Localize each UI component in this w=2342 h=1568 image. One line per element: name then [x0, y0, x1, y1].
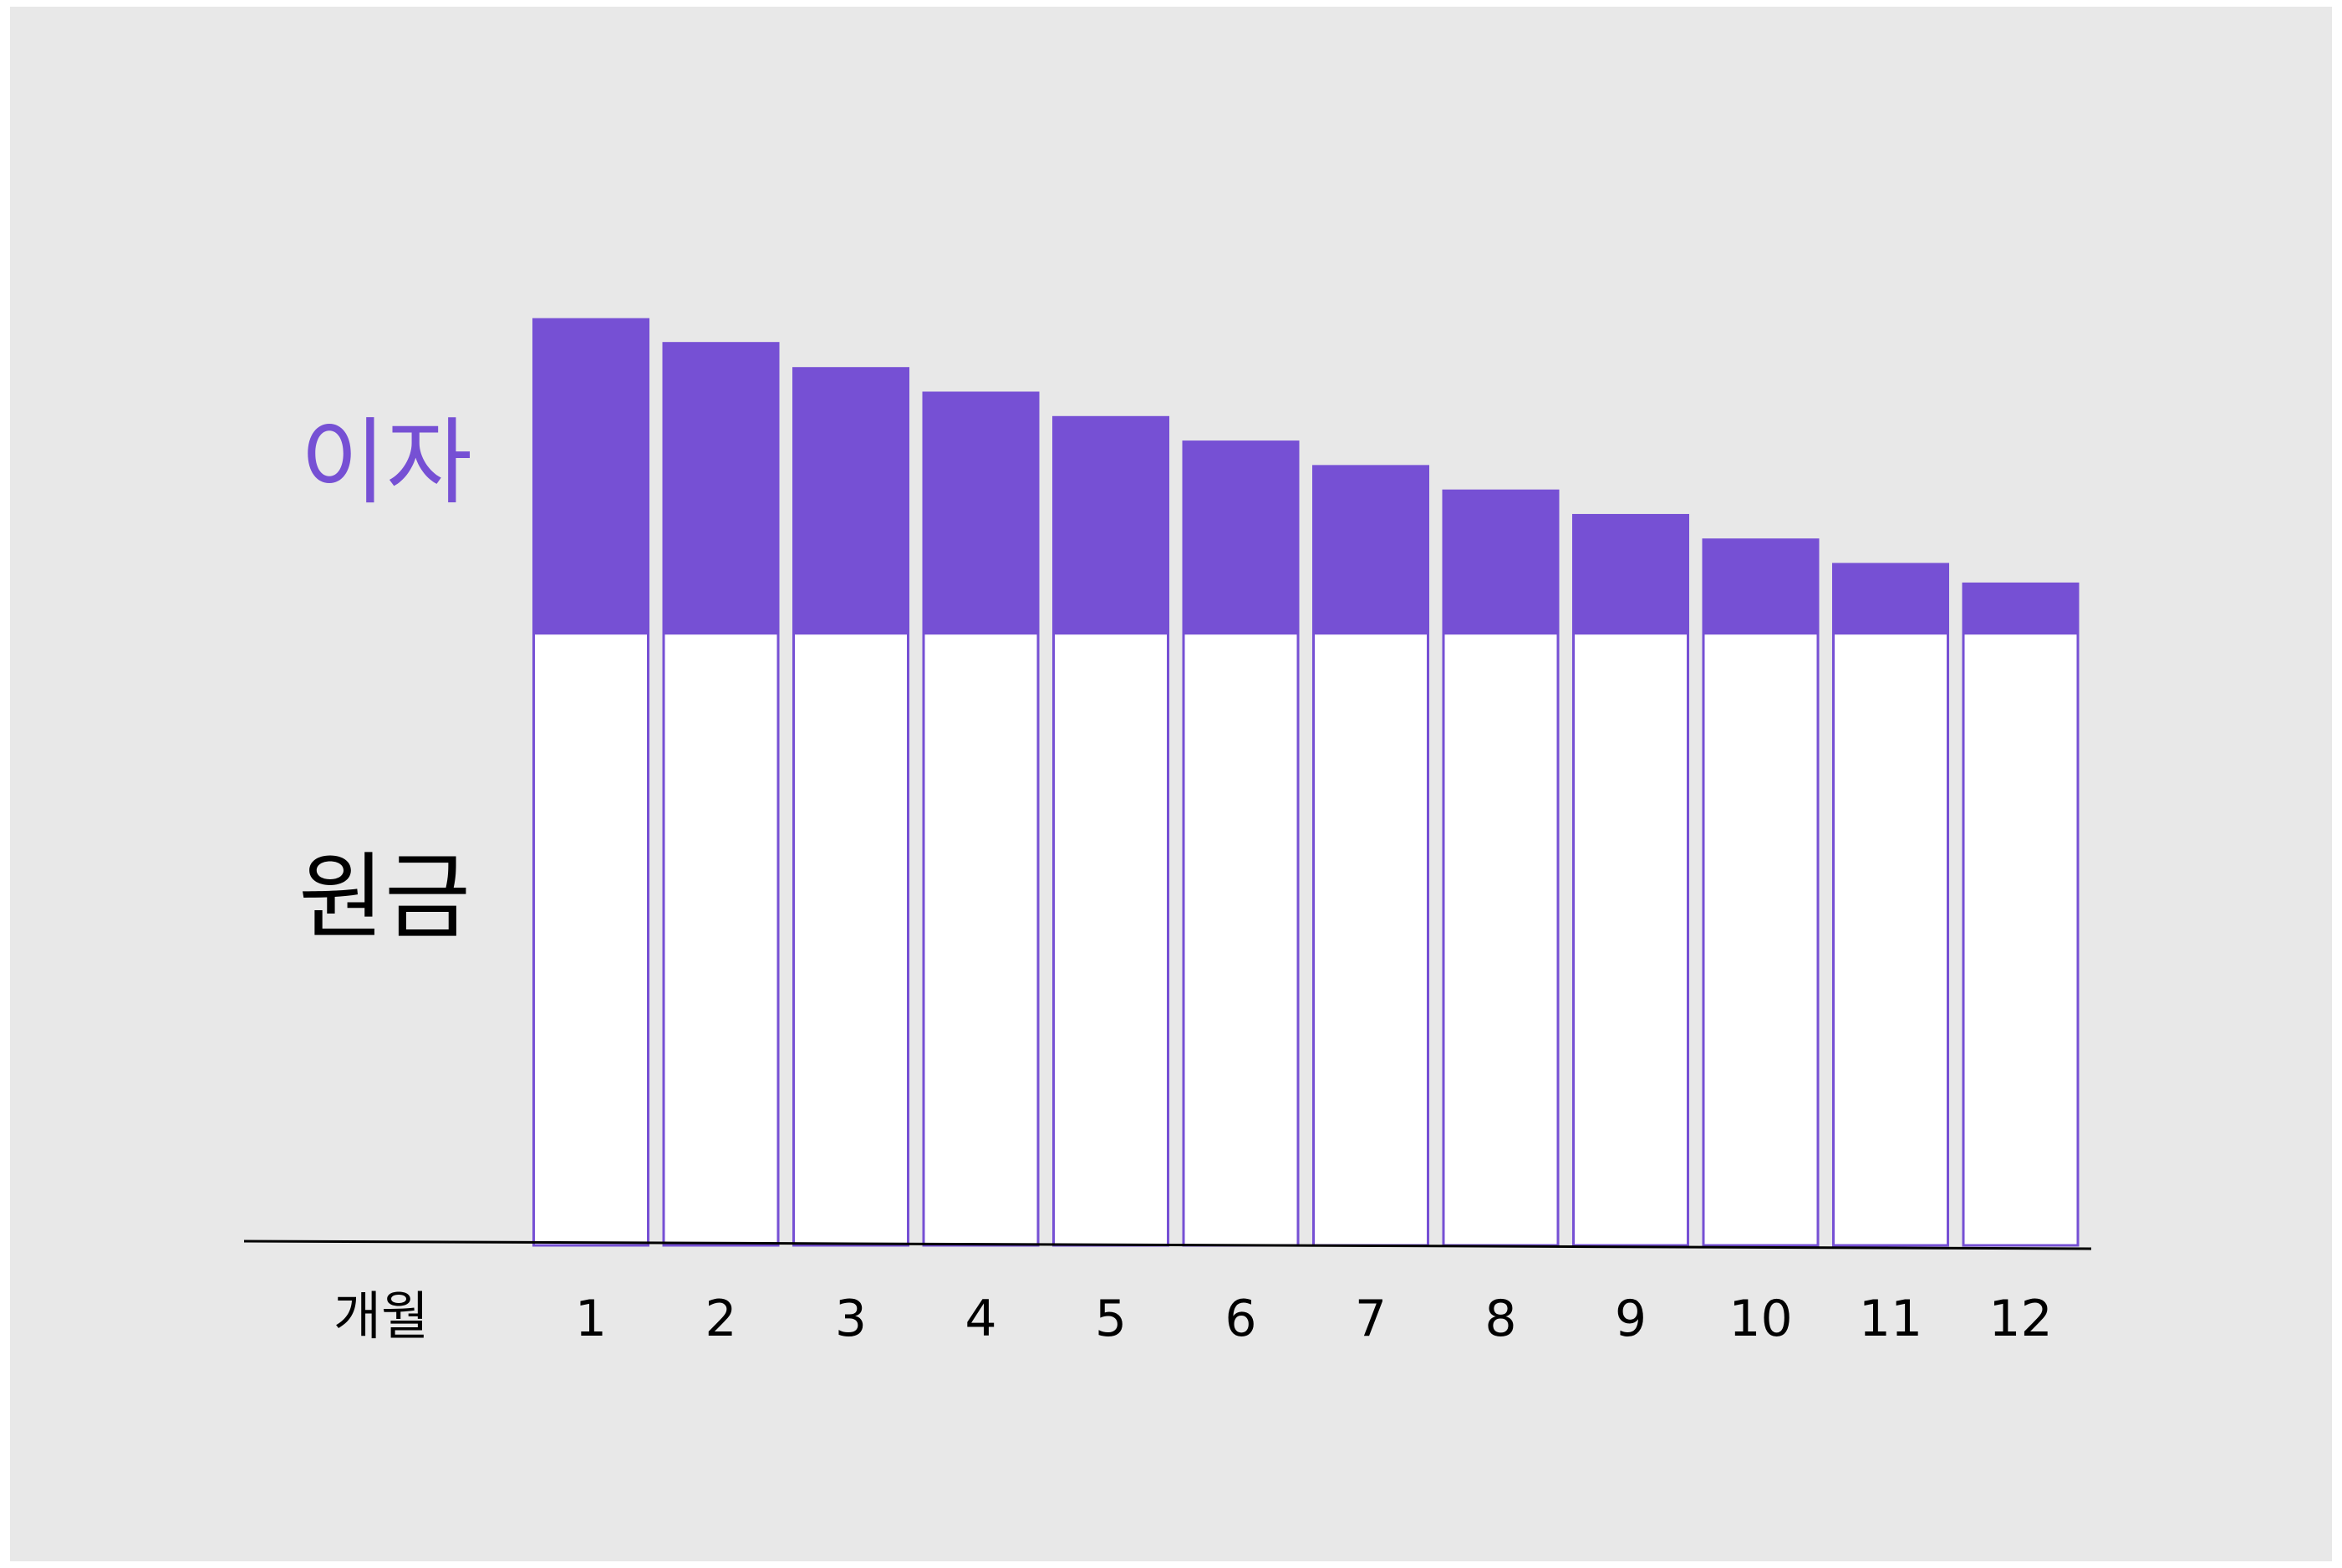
bars-layer — [532, 318, 2080, 1247]
tick-labels: 1 2 3 4 5 6 7 8 9 10 11 12 — [575, 1290, 2053, 1348]
bar-principal-6 — [1182, 632, 1300, 1247]
bar-interest-4 — [922, 391, 1040, 634]
bar-principal-1 — [532, 632, 649, 1247]
bar-principal-10 — [1702, 632, 1820, 1247]
x-tick-label-4: 4 — [965, 1290, 996, 1348]
x-tick-label-9: 9 — [1615, 1290, 1647, 1348]
x-tick-label-1: 1 — [575, 1290, 607, 1348]
bar-interest-2 — [662, 342, 780, 634]
bar-interest-11 — [1832, 563, 1949, 634]
x-tick-label-5: 5 — [1095, 1290, 1127, 1348]
x-tick-label-6: 6 — [1224, 1290, 1256, 1348]
bar-interest-10 — [1702, 538, 1820, 634]
series-label-principal: 원금 — [298, 843, 471, 952]
x-axis-line — [243, 1240, 2092, 1250]
bar-principal-5 — [1052, 632, 1169, 1247]
bar-principal-4 — [922, 632, 1040, 1247]
bar-interest-1 — [532, 318, 649, 634]
bar-principal-9 — [1572, 632, 1689, 1247]
x-tick-label-3: 3 — [835, 1290, 867, 1348]
bar-interest-6 — [1182, 440, 1300, 634]
bar-interest-9 — [1572, 513, 1689, 634]
x-axis-label: 개월 — [333, 1285, 429, 1347]
bar-principal-12 — [1962, 632, 2080, 1247]
bar-interest-3 — [792, 367, 909, 634]
series-label-interest: 이자 — [300, 409, 472, 517]
bar-interest-7 — [1312, 465, 1429, 634]
x-tick-label-10: 10 — [1728, 1290, 1792, 1348]
bar-interest-12 — [1962, 582, 2080, 634]
bar-interest-5 — [1052, 415, 1169, 634]
x-tick-label-7: 7 — [1355, 1290, 1387, 1348]
x-tick-label-8: 8 — [1484, 1290, 1516, 1348]
x-tick-label-11: 11 — [1859, 1290, 1922, 1348]
x-tick-label-12: 12 — [1988, 1290, 2052, 1348]
bar-principal-8 — [1442, 632, 1560, 1247]
bar-principal-2 — [662, 632, 780, 1247]
bar-principal-7 — [1312, 632, 1429, 1247]
bar-principal-11 — [1832, 632, 1949, 1247]
bar-interest-8 — [1442, 489, 1560, 634]
x-tick-label-2: 2 — [705, 1290, 736, 1348]
bar-principal-3 — [792, 632, 909, 1247]
